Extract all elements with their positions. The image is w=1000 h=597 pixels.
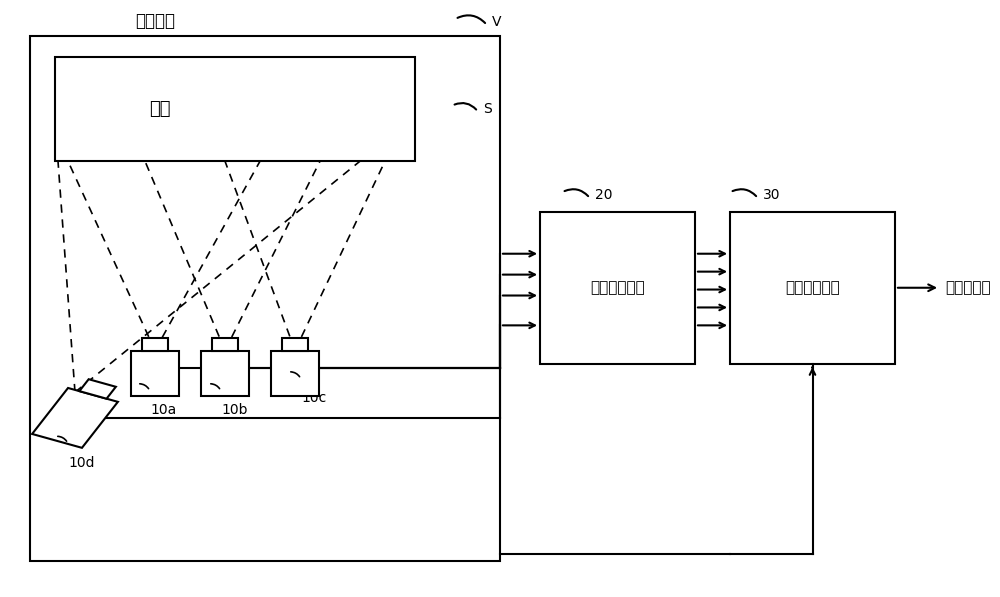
Bar xyxy=(282,338,308,351)
Text: V: V xyxy=(492,15,502,29)
Bar xyxy=(201,350,249,395)
Text: 舞台: 舞台 xyxy=(149,100,171,118)
Bar xyxy=(79,379,116,399)
Bar xyxy=(30,36,500,561)
Bar xyxy=(55,57,415,161)
Text: S: S xyxy=(483,101,492,116)
Text: 分发切换设备: 分发切换设备 xyxy=(786,280,840,296)
Bar xyxy=(271,350,319,395)
Text: 活动场所: 活动场所 xyxy=(135,12,175,30)
Text: 分发目的地: 分发目的地 xyxy=(945,280,991,296)
Text: 10a: 10a xyxy=(150,403,176,417)
Text: 10d: 10d xyxy=(68,456,94,469)
Text: 30: 30 xyxy=(763,188,780,202)
Text: 10c: 10c xyxy=(301,391,326,405)
Text: 20: 20 xyxy=(595,188,612,202)
Text: 10b: 10b xyxy=(221,403,248,417)
Bar xyxy=(730,212,895,364)
Bar xyxy=(32,388,118,448)
Bar xyxy=(540,212,695,364)
Bar xyxy=(142,338,168,351)
Text: 内容生成设备: 内容生成设备 xyxy=(591,280,645,296)
Bar xyxy=(212,338,238,351)
Bar xyxy=(131,350,179,395)
